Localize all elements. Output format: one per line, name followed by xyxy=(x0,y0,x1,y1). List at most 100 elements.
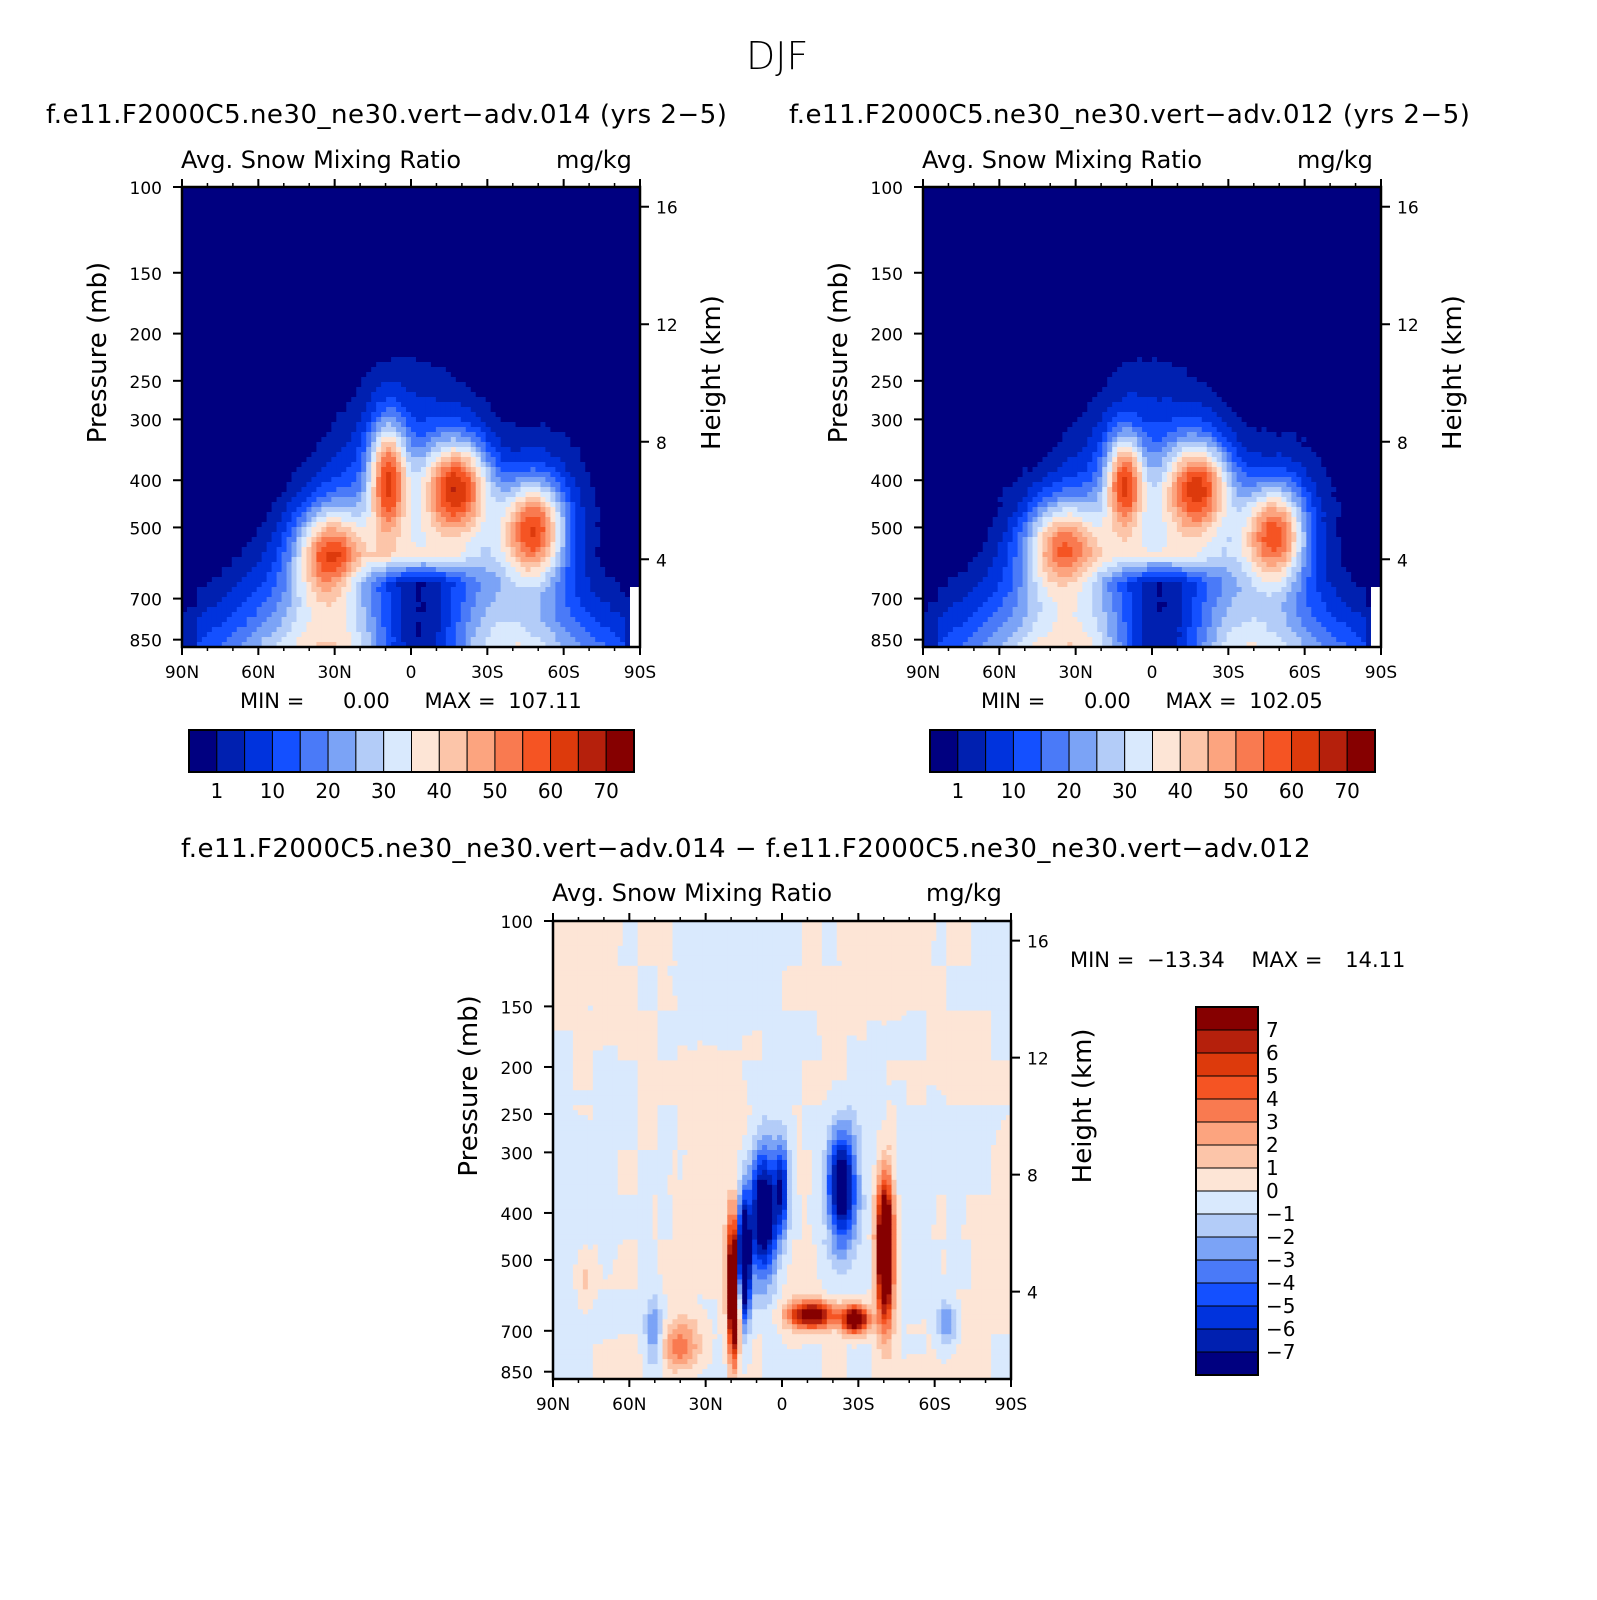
field-cell xyxy=(256,337,263,343)
field-cell xyxy=(615,272,621,278)
field-cell xyxy=(371,407,377,413)
field-cell xyxy=(570,212,576,218)
field-cell xyxy=(251,347,258,353)
field-cell xyxy=(435,367,442,373)
field-cell xyxy=(401,187,407,193)
field-cell xyxy=(306,347,313,353)
field-cell xyxy=(455,287,462,293)
field-cell xyxy=(211,447,218,453)
field-cell xyxy=(635,192,641,198)
field-cell xyxy=(411,332,417,338)
field-cell xyxy=(635,372,641,378)
field-cell xyxy=(560,402,566,408)
field-cell xyxy=(396,312,402,318)
field-cell xyxy=(261,387,268,393)
field-cell xyxy=(361,277,367,283)
field-cell xyxy=(201,187,208,193)
field-cell xyxy=(565,347,571,353)
field-cell xyxy=(256,307,263,313)
field-cell xyxy=(206,252,213,258)
field-cell xyxy=(186,267,193,273)
field-cell xyxy=(595,282,601,288)
field-cell xyxy=(182,337,188,343)
field-cell xyxy=(256,402,263,408)
field-cell xyxy=(371,197,377,203)
field-cell xyxy=(475,207,482,213)
field-cell xyxy=(216,412,223,418)
field-cell xyxy=(460,282,467,288)
field-cell xyxy=(630,292,636,298)
field-cell xyxy=(261,342,268,348)
field-cell xyxy=(595,407,601,413)
field-cell xyxy=(221,292,228,298)
field-cell xyxy=(201,292,208,298)
field-cell xyxy=(490,312,497,318)
field-cell xyxy=(520,257,527,263)
field-cell xyxy=(560,362,566,368)
field-cell xyxy=(346,412,352,418)
field-cell xyxy=(311,362,318,368)
field-cell xyxy=(500,447,507,453)
field-cell xyxy=(371,252,377,258)
field-cell xyxy=(620,342,626,348)
field-cell xyxy=(430,217,437,223)
field-cell xyxy=(201,312,208,318)
field-cell xyxy=(445,292,452,298)
field-cell xyxy=(356,332,362,338)
field-cell xyxy=(415,187,422,193)
field-cell xyxy=(625,237,631,243)
field-cell xyxy=(316,272,322,278)
field-cell xyxy=(241,312,248,318)
field-cell xyxy=(490,382,497,388)
field-cell xyxy=(435,227,442,233)
field-cell xyxy=(535,252,542,258)
field-cell xyxy=(560,342,566,348)
field-cell xyxy=(386,322,392,328)
field-cell xyxy=(420,447,427,453)
field-cell xyxy=(435,402,442,408)
field-cell xyxy=(545,297,551,303)
field-cell xyxy=(465,427,472,433)
field-cell xyxy=(535,257,542,263)
field-cell xyxy=(336,302,342,308)
field-cell xyxy=(435,257,442,263)
field-cell xyxy=(450,352,457,358)
field-cell xyxy=(381,222,387,228)
field-cell xyxy=(221,262,228,268)
field-cell xyxy=(440,222,447,228)
field-cell xyxy=(415,202,422,208)
field-cell xyxy=(306,252,313,258)
field-cell xyxy=(311,272,318,278)
field-cell xyxy=(505,452,512,458)
field-cell xyxy=(625,392,631,398)
field-cell xyxy=(211,387,218,393)
field-cell xyxy=(286,397,293,403)
field-cell xyxy=(351,377,357,383)
field-cell xyxy=(555,307,561,313)
field-cell xyxy=(206,417,213,423)
field-cell xyxy=(286,267,293,273)
field-cell xyxy=(415,192,422,198)
field-cell xyxy=(186,372,193,378)
field-cell xyxy=(625,187,631,193)
field-cell xyxy=(550,347,556,353)
field-cell xyxy=(420,332,427,338)
field-cell xyxy=(331,372,337,378)
field-cell xyxy=(276,372,283,378)
field-cell xyxy=(246,392,253,398)
field-cell xyxy=(401,332,407,338)
field-cell xyxy=(555,227,561,233)
field-cell xyxy=(301,402,308,408)
field-cell xyxy=(251,382,258,388)
field-cell xyxy=(331,397,337,403)
field-cell xyxy=(411,267,417,273)
field-cell xyxy=(261,247,268,253)
field-cell xyxy=(411,312,417,318)
field-cell xyxy=(391,427,397,433)
field-cell xyxy=(565,382,571,388)
field-cell xyxy=(460,207,467,213)
field-cell xyxy=(615,207,621,213)
field-cell xyxy=(251,302,258,308)
field-cell xyxy=(580,337,586,343)
field-cell xyxy=(196,202,203,208)
